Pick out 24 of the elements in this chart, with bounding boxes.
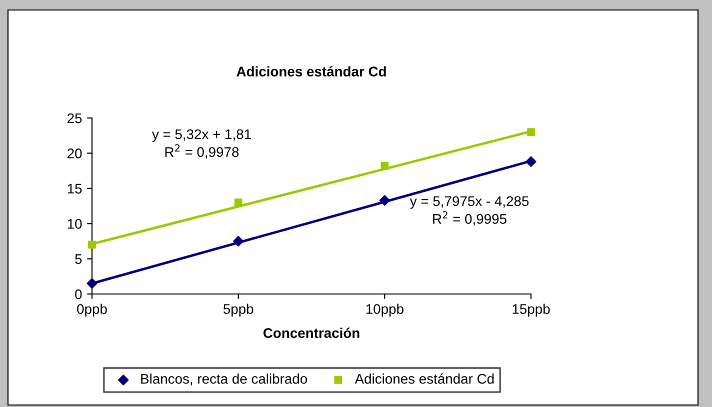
point bbox=[379, 195, 390, 206]
legend-label: Adiciones estándar Cd bbox=[354, 373, 494, 384]
y-tick-label: 0 bbox=[75, 289, 82, 300]
y-tick-label: 5 bbox=[75, 254, 82, 264]
chart-title: Adiciones estándar Cd bbox=[236, 66, 386, 76]
x-tick-label: 10ppb bbox=[366, 304, 404, 317]
y-tick-label: 25 bbox=[68, 113, 82, 124]
annotation: y = 5,7975x - 4,285 R$^{2}$ = 0,9995 bbox=[410, 196, 529, 226]
y-tick-label: 15 bbox=[68, 184, 82, 194]
point bbox=[526, 156, 536, 167]
x-tick-label: 5ppb bbox=[223, 304, 254, 317]
legend-label: Blancos, recta de calibrado bbox=[141, 374, 308, 386]
point bbox=[234, 198, 242, 206]
y-tick-label: 10 bbox=[68, 218, 82, 229]
x-tick-label: 15ppb bbox=[512, 304, 550, 317]
point bbox=[233, 236, 244, 246]
x-axis-title: Concentración bbox=[263, 328, 360, 338]
point bbox=[380, 162, 389, 170]
y-tick-label: 20 bbox=[68, 148, 82, 158]
point bbox=[527, 128, 535, 136]
point bbox=[88, 240, 96, 249]
annotation: y = 5,32x + 1,81 R$^{2}$ = 0,9978 bbox=[152, 129, 251, 159]
point bbox=[86, 278, 98, 289]
x-tick-label: 0ppb bbox=[77, 304, 107, 317]
